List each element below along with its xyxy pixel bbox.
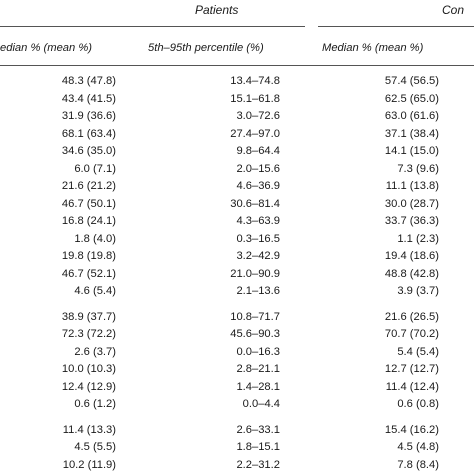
patient-median-cell: 68.1 (63.4) [61,127,116,140]
patient-percentile-cell: 0.3–16.5 [236,232,280,245]
patient-percentile-cell: 27.4–97.0 [230,127,280,140]
controls-group-header: Con [442,3,465,17]
patient-percentile-cell: 13.4–74.8 [230,75,280,87]
patient-median-cell: 38.9 (37.7) [61,310,116,323]
patient-median-cell: 31.9 (36.6) [61,110,116,122]
patient-percentile-cell: 2.2–31.2 [236,458,280,471]
patient-percentile-cell: 0.0–4.4 [242,398,280,410]
control-median-cell: 19.4 (18.6) [384,250,439,262]
patient-percentile-cell: 30.6–81.4 [230,197,280,210]
patient-median-cell: 46.7 (52.1) [61,267,116,280]
patient-median-cell: 11.4 (13.3) [62,423,116,436]
patient-percentile-cell: 10.8–71.7 [230,310,280,323]
control-median-cell: 11.4 (12.4) [385,380,439,393]
patient-percentile-cell: 15.1–61.8 [230,92,280,105]
patient-percentile-cell: 21.0–90.9 [230,267,280,280]
patient-percentile-cell: 1.4–28.1 [236,380,280,393]
control-median-cell: 48.8 (42.8) [384,267,439,280]
patient-percentile-cell: 4.3–63.9 [236,215,280,227]
control-median-cell: 0.6 (0.8) [397,398,439,410]
patient-percentile-cell: 45.6–90.3 [230,328,280,340]
patient-median-cell: 4.6 (5.4) [74,285,116,297]
patient-median-cell: 0.6 (1.2) [74,398,116,410]
patient-median-cell: 1.8 (4.0) [74,232,116,245]
control-median-cell: 3.9 (3.7) [397,285,439,297]
patient-percentile-cell: 1.8–15.1 [236,441,280,453]
patient-median-cell: 12.4 (12.9) [61,380,116,393]
patient-median-cell: 48.3 (47.8) [61,75,116,87]
control-median-cell: 7.8 (8.4) [397,458,439,471]
patient-median-cell: 19.8 (19.8) [61,250,116,262]
control-median-cell: 63.0 (61.6) [384,110,439,122]
control-median-cell: 7.3 (9.6) [397,162,439,175]
patient-median-cell: 4.5 (5.5) [74,441,116,453]
patient-percentile-cell: 2.1–13.6 [236,285,280,297]
patient-percentile-cell: 2.0–15.6 [236,162,280,175]
patient-median-cell: 6.0 (7.1) [74,162,116,175]
patient-percentile-cell: 3.2–42.9 [236,250,280,262]
patient-median-cell: 10.2 (11.9) [62,458,116,471]
control-median-cell: 62.5 (65.0) [384,92,439,105]
patient-percentile-cell: 0.0–16.3 [236,345,280,358]
patients-header-rule [0,26,305,27]
control-median-cell: 1.1 (2.3) [397,232,439,245]
controls-header-rule [318,26,474,27]
control-median-cell: 15.4 (16.2) [384,423,439,436]
patient-median-cell: 43.4 (41.5) [61,92,116,105]
control-median-cell: 4.5 (4.8) [397,441,439,453]
controls-median-header: Median % (mean %) [322,42,424,54]
patient-percentile-cell: 3.0–72.6 [236,110,280,122]
control-median-cell: 5.4 (5.4) [397,345,439,358]
control-median-cell: 12.7 (12.7) [384,363,439,375]
patient-median-cell: 16.8 (24.1) [61,215,116,227]
patient-percentile-cell: 4.6–36.9 [236,180,280,192]
patient-median-cell: 72.3 (72.2) [61,328,116,340]
control-median-cell: 57.4 (56.5) [384,75,439,87]
patient-median-cell: 2.6 (3.7) [74,345,116,358]
column-header-rule [0,65,474,66]
patients-percentile-header: 5th–95th percentile (%) [148,42,264,54]
patient-percentile-cell: 2.6–33.1 [236,423,280,436]
patient-median-cell: 46.7 (50.1) [61,197,116,210]
patients-group-header: Patients [195,3,239,17]
patient-median-cell: 10.0 (10.3) [61,363,116,375]
patient-percentile-cell: 9.8–64.4 [236,145,280,157]
control-median-cell: 14.1 (15.0) [384,145,439,157]
patient-percentile-cell: 2.8–21.1 [236,363,280,375]
control-median-cell: 70.7 (70.2) [384,328,439,340]
patient-median-cell: 34.6 (35.0) [61,145,116,157]
control-median-cell: 37.1 (38.4) [384,127,439,140]
control-median-cell: 33.7 (36.3) [384,215,439,227]
patients-median-header: edian % (mean %) [0,42,93,54]
control-median-cell: 21.6 (26.5) [384,310,439,323]
control-median-cell: 30.0 (28.7) [384,197,439,210]
control-median-cell: 11.1 (13.8) [385,180,439,192]
patient-median-cell: 21.6 (21.2) [61,180,116,192]
